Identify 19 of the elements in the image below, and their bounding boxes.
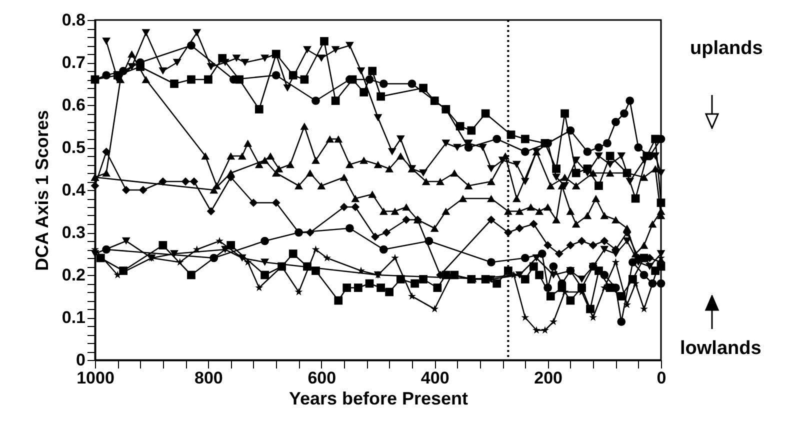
text: uplands: [690, 38, 763, 60]
y-tick-label: 0.1: [62, 308, 86, 327]
y-tick-label: 0.3: [62, 223, 86, 242]
x-axis-title: Years before Present: [288, 388, 468, 408]
y-tick-label: 0: [76, 350, 86, 370]
x-tick-label: 0: [656, 368, 666, 388]
y-tick-label: 0.2: [62, 266, 86, 284]
x-tick-label: 1000: [76, 368, 114, 388]
y-tick-label: 0.7: [62, 53, 86, 72]
x-tick-label: 400: [420, 368, 450, 388]
text: lowlands: [680, 338, 762, 360]
y-tick-label: 0.8: [62, 10, 86, 30]
x-tick-label: 200: [534, 368, 562, 388]
y-tick-label: 0.4: [62, 180, 86, 200]
y-tick-label: 0.6: [62, 96, 86, 114]
x-tick-label: 600: [308, 368, 336, 388]
y-axis-title: DCA Axis 1 Scores: [32, 110, 52, 271]
x-tick-label: 800: [194, 368, 223, 388]
y-tick-label: 0.5: [62, 138, 86, 157]
